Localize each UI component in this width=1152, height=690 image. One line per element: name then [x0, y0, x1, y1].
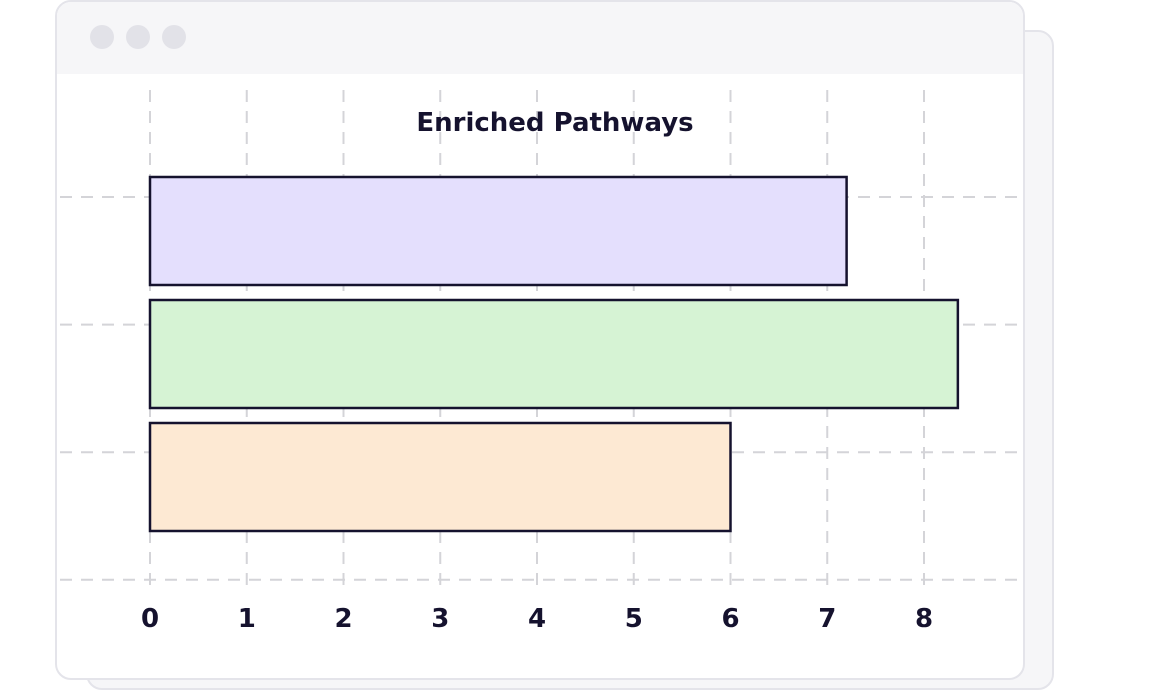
chart-title: Enriched Pathways	[416, 108, 693, 138]
x-tick-label: 3	[431, 604, 449, 634]
x-tick-label: 0	[141, 604, 159, 634]
bar[interactable]	[148, 175, 848, 287]
window-dot[interactable]	[90, 25, 114, 49]
x-tick-label: 1	[238, 604, 256, 634]
bar[interactable]	[148, 421, 732, 533]
x-tick-label: 4	[528, 604, 546, 634]
window-dot[interactable]	[126, 25, 150, 49]
x-tick-label: 5	[625, 604, 643, 634]
x-tick-label: 6	[721, 604, 739, 634]
window-dot[interactable]	[162, 25, 186, 49]
chart-bars	[148, 175, 960, 533]
x-tick-label: 8	[915, 604, 933, 634]
window-titlebar	[57, 2, 1023, 74]
bar[interactable]	[148, 298, 960, 410]
x-axis-ticks: 0 1 2 3 4 5 6 7 8	[141, 604, 933, 634]
x-tick-label: 2	[334, 604, 352, 634]
bar-chart: Enriched Pathways 0 1 2 3 4 5 6 7 8	[60, 90, 1020, 634]
x-tick-label: 7	[818, 604, 836, 634]
